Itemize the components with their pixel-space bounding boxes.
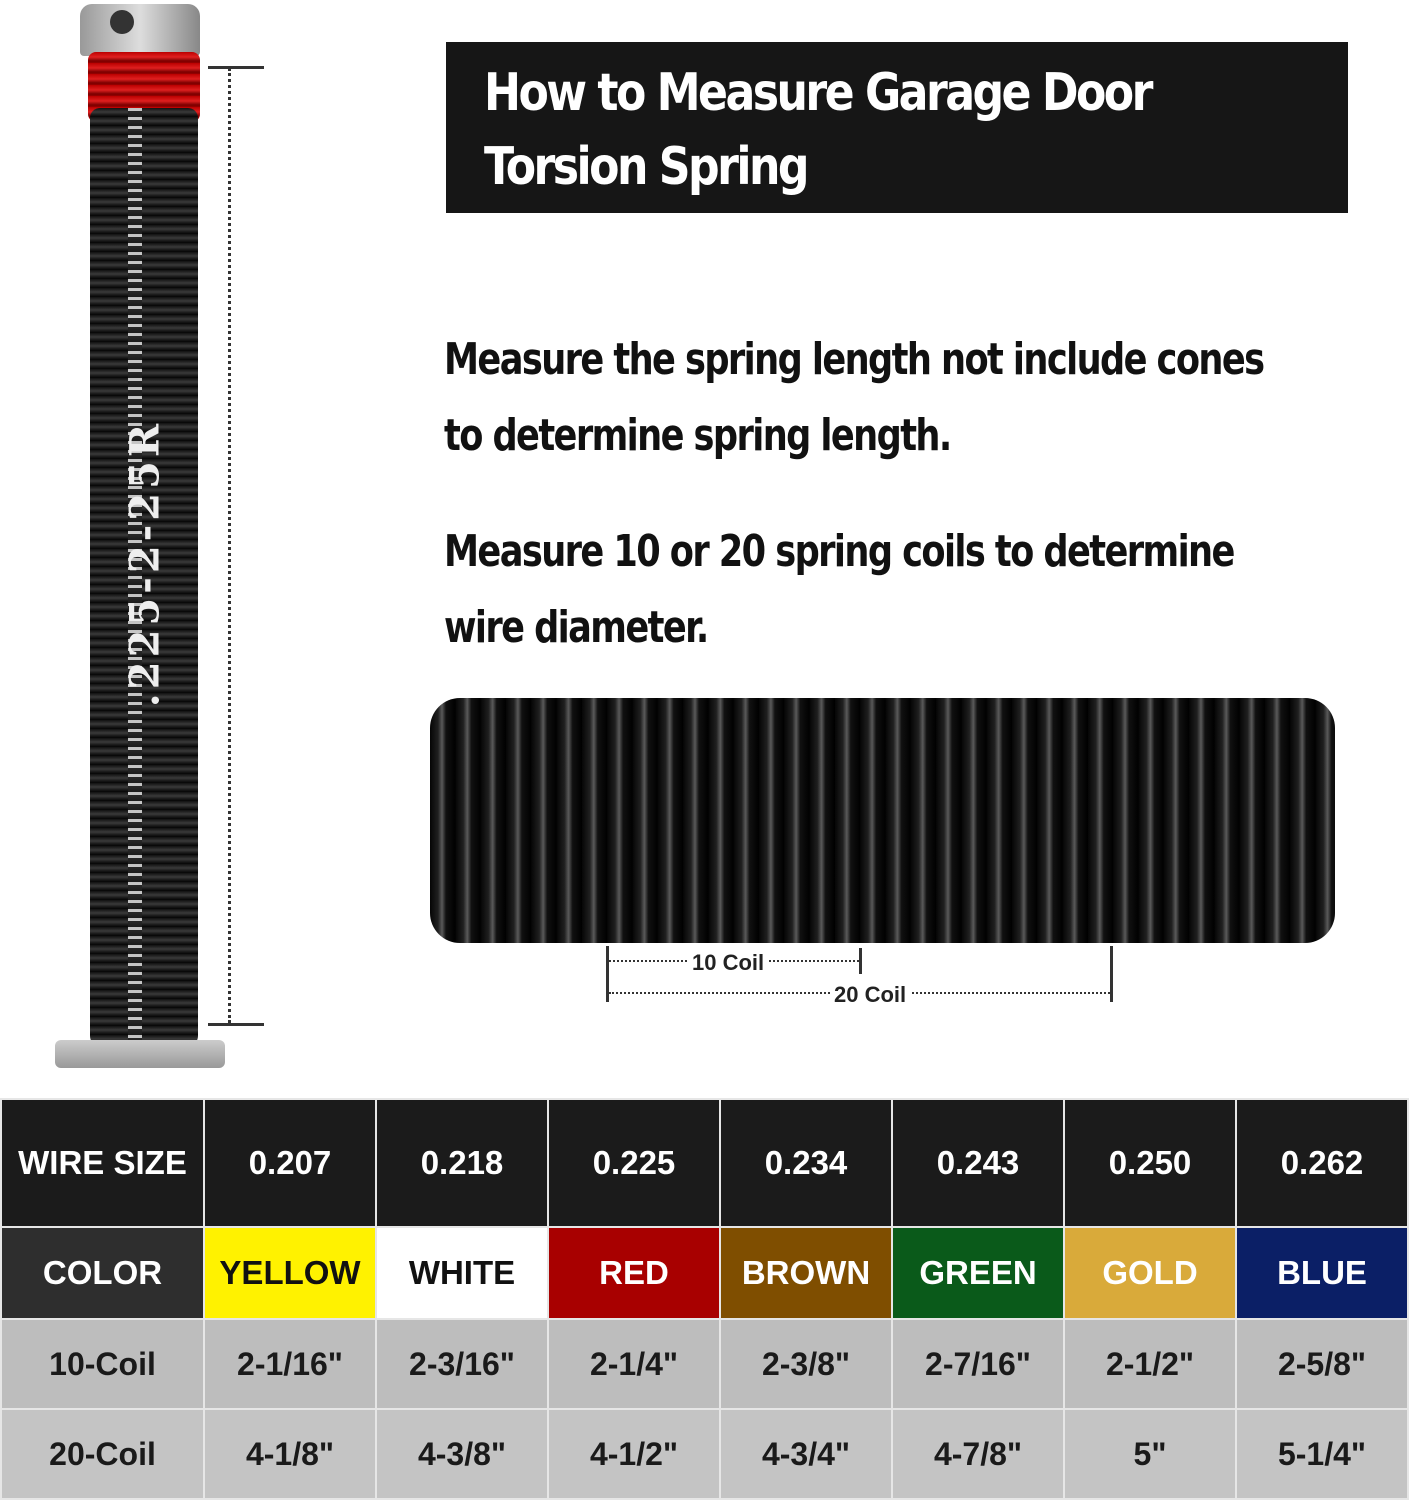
title-line-2: Torsion Spring <box>484 137 810 197</box>
spring-size-table: WIRE SIZE 0.207 0.218 0.225 0.234 0.243 … <box>0 1098 1409 1500</box>
stationary-cone-plate <box>55 1040 225 1068</box>
length-dimension-line <box>228 68 231 1023</box>
table-row-20-coil: 20-Coil 4-1/8" 4-3/8" 4-1/2" 4-3/4" 4-7/… <box>0 1408 1409 1500</box>
wire-size-cell: 0.250 <box>1063 1098 1237 1228</box>
instruction-length-line-2: to determine spring length. <box>444 410 952 461</box>
color-cell: BROWN <box>719 1226 893 1320</box>
instruction-wire-line-2: wire diameter. <box>444 602 709 653</box>
coil10-cell: 2-3/16" <box>375 1318 549 1410</box>
torsion-spring-image <box>90 108 198 1046</box>
wire-size-cell: 0.225 <box>547 1098 721 1228</box>
coil20-cell: 4-1/8" <box>203 1408 377 1500</box>
coil10-cell: 2-1/2" <box>1063 1318 1237 1410</box>
coil20-header: 20-Coil <box>0 1408 205 1500</box>
coil20-cell: 5-1/4" <box>1235 1408 1409 1500</box>
coil10-header: 10-Coil <box>0 1318 205 1410</box>
coil10-cell: 2-1/4" <box>547 1318 721 1410</box>
coil10-cell: 2-5/8" <box>1235 1318 1409 1410</box>
table-row-10-coil: 10-Coil 2-1/16" 2-3/16" 2-1/4" 2-3/8" 2-… <box>0 1318 1409 1410</box>
measure-20-label: 20 Coil <box>830 982 911 1008</box>
spring-code-label: .225-2-25R <box>122 420 169 707</box>
wire-size-cell: 0.218 <box>375 1098 549 1228</box>
instruction-wire-line-1: Measure 10 or 20 spring coils to determi… <box>444 526 1235 577</box>
coil20-cell: 4-1/2" <box>547 1408 721 1500</box>
wire-size-cell: 0.243 <box>891 1098 1065 1228</box>
spring-code-text: .225-2-25R <box>121 419 169 708</box>
coil10-cell: 2-1/16" <box>203 1318 377 1410</box>
spring-coils-closeup-image <box>430 698 1335 943</box>
wire-size-header: WIRE SIZE <box>0 1098 205 1228</box>
table-row-wire-size: WIRE SIZE 0.207 0.218 0.225 0.234 0.243 … <box>0 1098 1409 1228</box>
measure-start-bar <box>606 946 609 1002</box>
wire-size-cell: 0.234 <box>719 1098 893 1228</box>
coil20-cell: 4-3/8" <box>375 1408 549 1500</box>
wire-size-cell: 0.207 <box>203 1098 377 1228</box>
color-cell: RED <box>547 1226 721 1320</box>
length-tick-bottom <box>208 1023 264 1026</box>
measure-20-end-bar <box>1110 946 1113 1002</box>
color-cell: GREEN <box>891 1226 1065 1320</box>
length-tick-top <box>208 66 264 69</box>
color-cell: BLUE <box>1235 1226 1409 1320</box>
coil20-cell: 4-3/4" <box>719 1408 893 1500</box>
coil20-cell: 5" <box>1063 1408 1237 1500</box>
measure-10-end-bar <box>859 948 862 974</box>
instruction-length: Measure the spring length not include co… <box>444 322 1265 474</box>
color-header: COLOR <box>0 1226 205 1320</box>
title-line-1: How to Measure Garage Door <box>484 63 1153 123</box>
color-cell: YELLOW <box>203 1226 377 1320</box>
wire-size-cell: 0.262 <box>1235 1098 1409 1228</box>
coil20-cell: 4-7/8" <box>891 1408 1065 1500</box>
color-cell: GOLD <box>1063 1226 1237 1320</box>
title-banner: How to Measure Garage Door Torsion Sprin… <box>446 42 1348 213</box>
table-row-color: COLOR YELLOW WHITE RED BROWN GREEN GOLD … <box>0 1226 1409 1320</box>
instruction-wire: Measure 10 or 20 spring coils to determi… <box>444 514 1244 666</box>
color-cell: WHITE <box>375 1226 549 1320</box>
coil10-cell: 2-7/16" <box>891 1318 1065 1410</box>
winding-cone <box>80 4 200 56</box>
measure-10-label: 10 Coil <box>688 950 769 976</box>
coil10-cell: 2-3/8" <box>719 1318 893 1410</box>
instruction-length-line-1: Measure the spring length not include co… <box>444 334 1265 385</box>
